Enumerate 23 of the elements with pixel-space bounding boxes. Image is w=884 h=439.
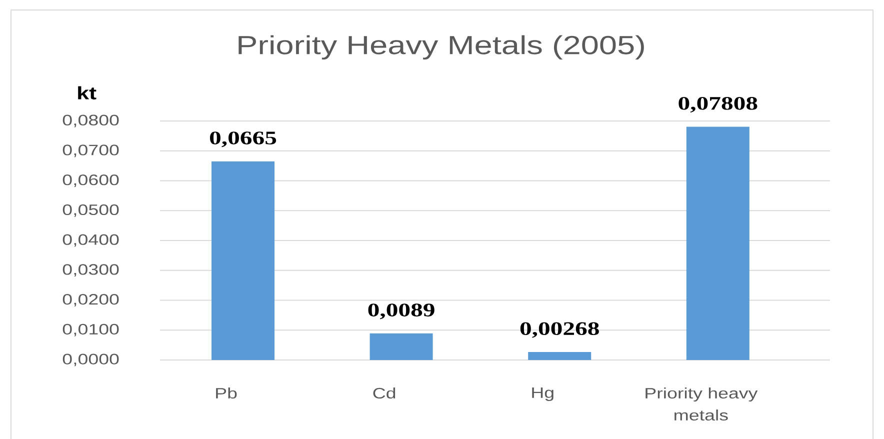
bar: [686, 126, 750, 360]
x-tick-label: Cd: [373, 388, 396, 399]
data-label: 0,0665: [210, 132, 276, 148]
y-tick-label: 0,0100: [62, 324, 119, 336]
y-tick-label: 0,0600: [62, 174, 119, 187]
y-tick-label: 0,0300: [62, 264, 119, 277]
y-tick-label: 0,0800: [62, 114, 119, 128]
y-tick-label: 0,0400: [62, 234, 119, 247]
data-label: 0,00268: [520, 322, 599, 338]
bar: [528, 352, 592, 360]
x-tick-label: Hg: [532, 388, 554, 401]
y-tick-label: 0,0500: [62, 204, 119, 217]
data-label: 0,07808: [678, 96, 758, 113]
y-axis-title: kt: [78, 86, 96, 100]
y-tick-label: 0,0000: [62, 354, 119, 366]
y-tick-label: 0,0700: [62, 144, 119, 158]
bar: [212, 161, 275, 360]
chart-title: Priority Heavy Metals (2005): [238, 35, 644, 60]
data-label: 0,0089: [368, 304, 434, 320]
x-tick-label: Priority heavy metals: [646, 388, 758, 421]
x-tick-label: Pb: [216, 388, 237, 399]
y-tick-label: 0,0200: [62, 294, 119, 306]
bar: [370, 333, 433, 360]
